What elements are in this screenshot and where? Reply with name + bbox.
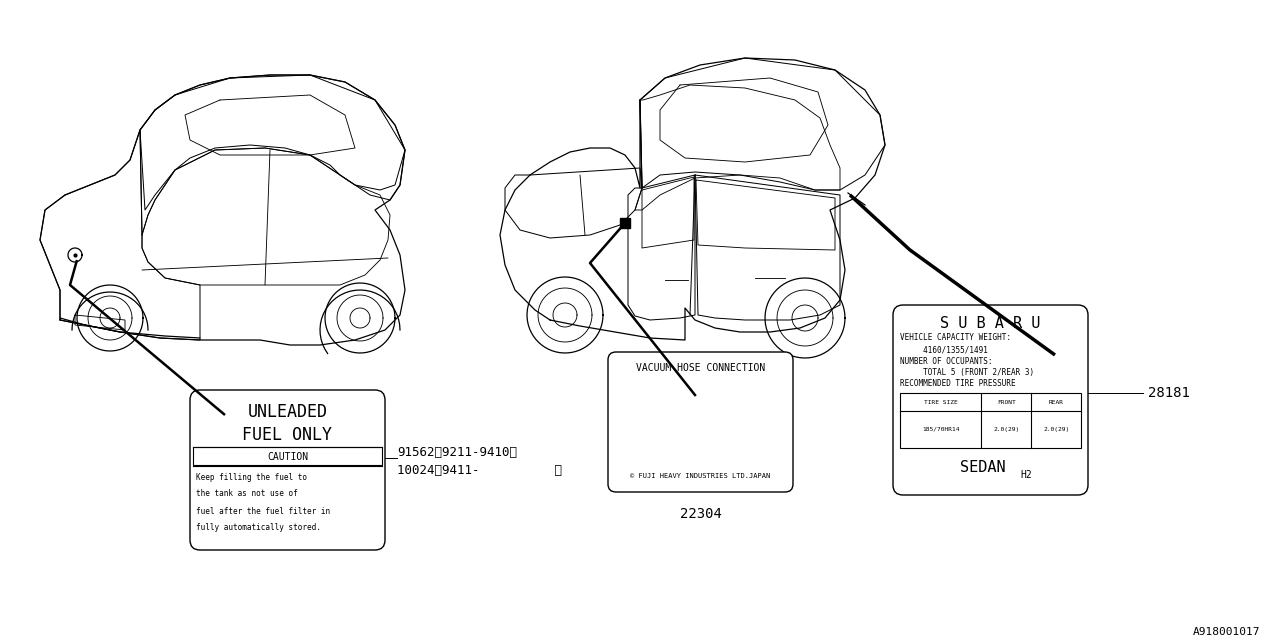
Text: VACUUM HOSE CONNECTION: VACUUM HOSE CONNECTION: [636, 363, 765, 373]
Text: fully automatically stored.: fully automatically stored.: [196, 524, 321, 532]
Text: RECOMMENDED TIRE PRESSURE: RECOMMENDED TIRE PRESSURE: [900, 380, 1015, 388]
Text: 185/70HR14: 185/70HR14: [922, 426, 960, 431]
Text: CAUTION: CAUTION: [268, 452, 308, 462]
Text: TIRE SIZE: TIRE SIZE: [924, 399, 957, 404]
Text: SEDAN: SEDAN: [960, 461, 1005, 476]
Bar: [193, 447, 381, 465]
Text: the tank as not use of: the tank as not use of: [196, 490, 298, 499]
Text: Keep filling the fuel to: Keep filling the fuel to: [196, 472, 307, 481]
Text: REAR: REAR: [1048, 399, 1064, 404]
Text: fuel after the fuel filter in: fuel after the fuel filter in: [196, 506, 330, 515]
Text: 91562＜9211-9410＞: 91562＜9211-9410＞: [397, 447, 517, 460]
Text: H2: H2: [1020, 470, 1033, 480]
Text: 28181: 28181: [1148, 386, 1190, 400]
Polygon shape: [620, 218, 630, 228]
Text: 2.0(29): 2.0(29): [993, 426, 1019, 431]
Bar: [900, 393, 1082, 448]
FancyBboxPatch shape: [893, 305, 1088, 495]
Text: FUEL ONLY: FUEL ONLY: [242, 426, 333, 444]
Text: © FUJI HEAVY INDUSTRIES LTD.JAPAN: © FUJI HEAVY INDUSTRIES LTD.JAPAN: [630, 473, 771, 479]
Text: 22304: 22304: [680, 507, 722, 521]
Text: A918001017: A918001017: [1193, 627, 1260, 637]
Text: VEHICLE CAPACITY WEIGHT:: VEHICLE CAPACITY WEIGHT:: [900, 333, 1011, 342]
Text: TOTAL 5 (FRONT 2/REAR 3): TOTAL 5 (FRONT 2/REAR 3): [900, 369, 1034, 378]
Text: 10024＜9411-          ＞: 10024＜9411- ＞: [397, 463, 562, 477]
Text: 4160/1355/1491: 4160/1355/1491: [900, 346, 988, 355]
Text: FRONT: FRONT: [997, 399, 1016, 404]
FancyBboxPatch shape: [189, 390, 385, 550]
Text: UNLEADED: UNLEADED: [247, 403, 328, 421]
Text: NUMBER OF OCCUPANTS:: NUMBER OF OCCUPANTS:: [900, 358, 992, 367]
Text: 2.0(29): 2.0(29): [1043, 426, 1069, 431]
FancyBboxPatch shape: [608, 352, 794, 492]
Text: S U B A R U: S U B A R U: [941, 316, 1041, 330]
